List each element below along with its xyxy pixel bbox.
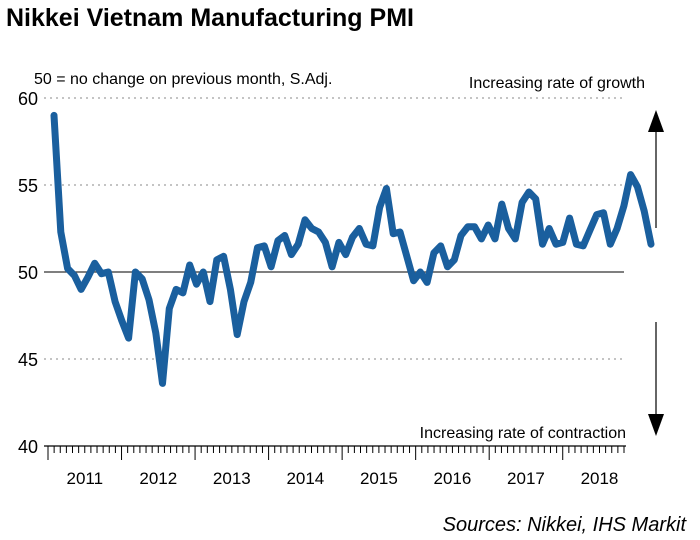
year-label: 2016 xyxy=(434,469,472,488)
year-label: 2013 xyxy=(213,469,251,488)
pmi-series-line xyxy=(50,111,655,387)
x-axis xyxy=(44,445,626,460)
source-note: Sources: Nikkei, IHS Markit xyxy=(442,514,686,536)
contraction-arrow-head xyxy=(648,414,664,436)
y-axis: 40 45 50 55 60 xyxy=(18,89,38,457)
year-labels: 2011 2012 2013 2014 2015 2016 2017 2018 xyxy=(66,469,618,488)
year-label: 2017 xyxy=(507,469,545,488)
direction-arrows xyxy=(648,110,664,436)
year-label: 2011 xyxy=(66,469,103,488)
y-tick-label: 60 xyxy=(18,89,38,109)
chart-subtitle: 50 = no change on previous month, S.Adj. xyxy=(34,71,332,88)
year-label: 2012 xyxy=(139,469,177,488)
chart-title: Nikkei Vietnam Manufacturing PMI xyxy=(6,4,414,32)
y-tick-label: 40 xyxy=(18,437,38,457)
growth-arrow-head xyxy=(648,110,664,132)
grid-lines xyxy=(44,97,624,360)
year-label: 2015 xyxy=(360,469,398,488)
growth-annotation: Increasing rate of growth xyxy=(469,75,645,92)
y-tick-label: 50 xyxy=(18,263,38,283)
year-label: 2014 xyxy=(286,469,324,488)
y-tick-label: 45 xyxy=(18,350,38,370)
y-tick-label: 55 xyxy=(18,176,38,196)
year-label: 2018 xyxy=(581,469,619,488)
contraction-annotation: Increasing rate of contraction xyxy=(420,425,626,442)
